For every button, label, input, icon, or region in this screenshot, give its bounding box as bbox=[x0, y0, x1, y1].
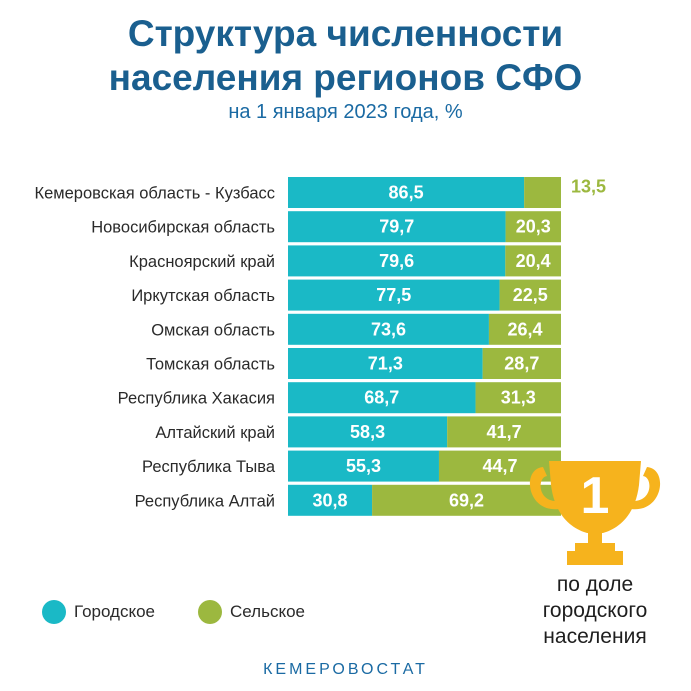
bar-urban bbox=[288, 484, 373, 516]
bar-rural bbox=[505, 245, 561, 277]
value-label-urban: 58,3 bbox=[350, 422, 385, 442]
value-label-urban: 86,5 bbox=[389, 183, 424, 203]
bar-rural bbox=[482, 348, 561, 379]
value-label-rural: 22,5 bbox=[513, 285, 548, 305]
value-label-urban: 77,5 bbox=[376, 285, 411, 305]
bar-rural bbox=[447, 416, 561, 448]
trophy-caption-line-2: городского bbox=[542, 599, 648, 622]
value-label-rural: 28,7 bbox=[504, 354, 539, 374]
bar-urban bbox=[288, 245, 506, 277]
bar-urban bbox=[288, 382, 476, 414]
bar-urban bbox=[288, 313, 489, 345]
trophy-caption-line-1: по доле bbox=[556, 573, 634, 596]
bar-urban bbox=[288, 279, 500, 311]
value-label-rural: 20,4 bbox=[516, 251, 551, 271]
bar-rural bbox=[475, 382, 561, 414]
value-label-urban: 55,3 bbox=[346, 456, 381, 476]
category-label: Республика Хакасия bbox=[118, 390, 275, 408]
chart-subtitle: на 1 января 2023 года, % bbox=[228, 101, 463, 123]
legend-label-rural: Сельское bbox=[230, 602, 305, 621]
legend-swatch-rural bbox=[198, 600, 222, 624]
category-label: Иркутская область bbox=[131, 287, 275, 305]
chart-title-line-1: Структура численности bbox=[127, 13, 564, 54]
bar-rural bbox=[524, 177, 561, 208]
legend-item-urban: Городское bbox=[42, 600, 155, 624]
legend-label-urban: Городское bbox=[74, 602, 156, 621]
legend-item-rural: Сельское bbox=[198, 600, 305, 624]
category-label: Омская область bbox=[151, 321, 275, 339]
trophy-number: 1 bbox=[581, 467, 610, 525]
value-label-rural: 41,7 bbox=[487, 422, 522, 442]
bar-urban bbox=[288, 211, 506, 243]
bar-rural bbox=[372, 484, 561, 516]
bar-rural bbox=[488, 313, 561, 345]
category-label: Новосибирская область bbox=[91, 219, 275, 237]
chart-title-line-2: населения регионов СФО bbox=[108, 57, 583, 98]
category-label: Республика Тыва bbox=[142, 458, 276, 476]
value-label-urban: 30,8 bbox=[313, 490, 348, 510]
value-label-urban: 79,7 bbox=[379, 217, 414, 237]
bar-urban bbox=[288, 416, 448, 448]
value-label-urban: 71,3 bbox=[368, 354, 403, 374]
trophy-caption: по доле городского населения bbox=[520, 572, 670, 650]
value-label-rural: 44,7 bbox=[482, 456, 517, 476]
value-label-urban: 79,6 bbox=[379, 251, 414, 271]
value-label-urban: 73,6 bbox=[371, 319, 406, 339]
bar-rural bbox=[499, 279, 561, 311]
bar-rural bbox=[505, 211, 561, 243]
category-label: Кемеровская область - Кузбасс bbox=[34, 185, 275, 203]
bar-urban bbox=[288, 177, 525, 208]
footer-brand: КЕМЕРОВОСТАТ bbox=[263, 661, 428, 678]
category-label: Красноярский край bbox=[129, 253, 275, 271]
bar-urban bbox=[288, 348, 483, 379]
category-label: Томская область bbox=[146, 356, 275, 374]
category-label: Алтайский край bbox=[155, 424, 275, 442]
value-label-urban: 68,7 bbox=[364, 388, 399, 408]
value-label-rural: 20,3 bbox=[516, 217, 551, 237]
bar-urban bbox=[288, 450, 439, 482]
value-label-rural: 31,3 bbox=[501, 388, 536, 408]
trophy-icon: 1 bbox=[529, 461, 661, 565]
trophy-caption-line-3: населения bbox=[543, 625, 647, 648]
value-label-rural: 69,2 bbox=[449, 490, 484, 510]
value-label-rural: 13,5 bbox=[571, 177, 606, 197]
value-label-rural: 26,4 bbox=[507, 319, 542, 339]
category-label: Республика Алтай bbox=[135, 492, 275, 510]
legend-swatch-urban bbox=[42, 600, 66, 624]
